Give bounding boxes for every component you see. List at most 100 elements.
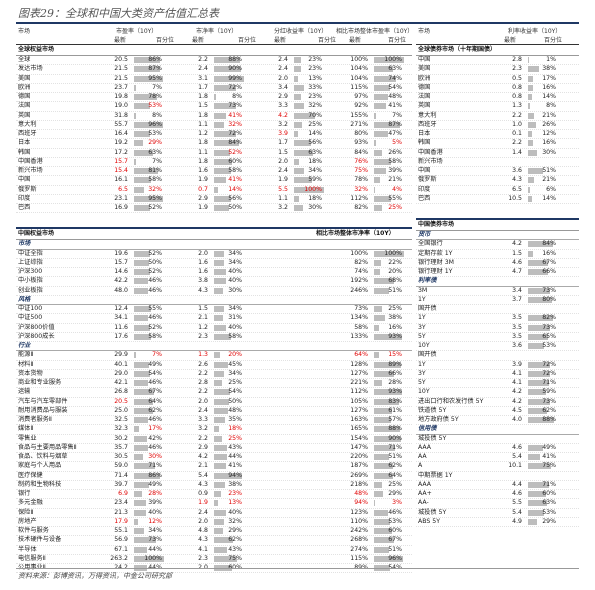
percentile-bar [374,186,376,193]
value-cell: 21.5 [114,65,128,73]
sector-name: 公用事业Ⅱ [18,564,46,571]
table-row: 上证综指 15.7 50% 1.6 34% 82% 22% [16,259,412,268]
bond-name: 德国 [418,83,431,91]
percentile-cell: 43% [228,443,242,451]
table-row: 材料Ⅱ 40.1 49% 2.6 45% 128% 89% [16,361,412,370]
percentile-bar [134,528,145,534]
value-cell: 187% [350,462,368,470]
value-cell: 3.2 [278,204,288,211]
sector-name: 商业和专业服务 [18,379,62,386]
percentile-cell: 51% [542,167,556,174]
percentile-cell: 23% [308,65,322,73]
sector-name: 中证500 [18,314,43,322]
percentile-cell: 16% [542,249,556,257]
value-cell: 26.8 [114,388,128,396]
percentile-bar [214,528,223,534]
percentile-cell: 99% [228,74,242,82]
percentile-cell: 75% [228,554,242,562]
percentile-cell: 59% [542,388,556,396]
bond-name: 英国 [418,102,431,110]
percentile-bar [528,407,547,414]
percentile-bar [134,426,140,433]
percentile-bar [134,306,151,312]
value-cell: 2.0 [198,397,208,405]
value-cell: 12.4 [114,305,128,312]
percentile-bar [134,333,152,340]
percentile-cell: 13% [228,499,242,507]
sub-pct: 百分位 [544,37,563,44]
percentile-cell: 25% [228,379,242,386]
value-cell: 3.8 [198,277,208,285]
value-cell: 2.8 [512,56,522,63]
percentile-cell: 52% [148,249,162,257]
bond-name: 国开债 [418,305,437,312]
table-row: 中国香港 1.4 30% [416,149,579,158]
percentile-bar [528,491,546,497]
sector-name: 半导体 [18,545,37,553]
percentile-cell: 30% [228,286,242,294]
percentile-cell: 71% [148,462,162,470]
percentile-bar [374,278,395,285]
percentile-bar [214,66,241,73]
value-cell: 100% [350,249,368,257]
table-row: 全国银行 4.2 84% [416,240,579,250]
value-cell: 20.5 [114,397,128,405]
sector-name: 运输 [18,388,31,396]
percentile-cell: 29% [542,517,556,525]
table-row: 银行理财 1Y 4.7 66% [416,268,579,278]
percentile-bar [214,250,225,257]
value-cell: 3.9 [278,130,288,137]
band-global-bond: 全球债券市场（十年期国债） [416,45,579,56]
value-cell: 115% [350,83,368,91]
percentile-cell: 51% [388,286,402,294]
percentile-cell: 54% [388,564,402,571]
bond-name: 中期票据 1Y [418,471,453,479]
table-row: AA+ 4.6 60% [416,490,579,500]
sector-name: 医疗保健 [18,471,43,479]
value-cell: 0.8 [512,83,522,91]
percentile-cell: 68% [388,277,402,285]
sector-name: 软件与服务 [18,527,49,534]
bond-name: 银行理财 3M [418,258,454,266]
value-cell: 16.4 [114,130,128,137]
percentile-cell: 57% [388,416,402,423]
percentile-cell: 40% [228,268,242,275]
percentile-bar [374,546,390,553]
percentile-cell: 42% [148,434,162,442]
percentile-cell: 18% [308,194,322,202]
bond-name: 城投债 5Y [418,434,447,442]
table-row: 欧洲 0.5 17% [416,75,579,84]
percentile-bar [374,555,403,562]
sector-name: 上证综指 [18,258,43,266]
percentile-cell: 73% [542,286,556,294]
percentile-cell: 53% [542,342,556,349]
percentile-cell: 21% [542,111,556,119]
value-cell: 20.5 [114,56,128,63]
percentile-cell: 50% [228,204,242,211]
percentile-bar [214,168,232,174]
percentile-cell: 7% [392,111,402,119]
sector-name: 中小板指 [18,277,43,285]
percentile-cell: 23% [228,490,242,497]
value-cell: 1.5 [512,249,522,257]
table-row: 食品与主要用品零售Ⅱ 35.7 46% 2.9 43% 147% 71% [16,444,412,453]
table-row: 日本 19.2 29% 1.8 84% 1.7 56% 93% 5% [16,139,412,149]
percentile-cell: 26% [542,120,556,128]
percentile-bar [214,454,228,460]
percentile-cell: 41% [228,176,242,184]
value-cell: 1.8 [198,139,208,147]
percentile-bar [294,140,311,147]
value-cell: 82% [354,204,368,211]
table-row: 印度 23.1 95% 2.9 56% 1.1 18% 112% 55% [16,195,412,204]
global-equity-table: 全球 20.5 86% 2.2 88% 2.4 23% 100% 100% 发达市场 21.5 87%… [16,56,412,214]
percentile-bar [374,537,395,544]
table-row: 中国 2.8 1% [416,56,579,66]
table-row: 3Y 3.5 73% [416,324,579,333]
market-name: 俄罗斯 [18,185,37,193]
value-cell: 112% [350,194,368,202]
percentile-cell: 63% [308,148,322,156]
value-cell: 10.5 [508,194,522,202]
value-cell: 1.5 [198,102,208,110]
percentile-cell: 70% [308,111,322,119]
sector-name: 消费者服务Ⅱ [18,416,52,423]
